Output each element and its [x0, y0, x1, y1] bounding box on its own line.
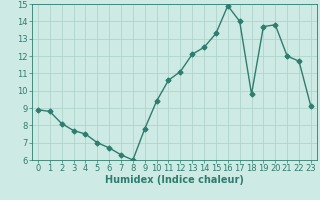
- X-axis label: Humidex (Indice chaleur): Humidex (Indice chaleur): [105, 175, 244, 185]
